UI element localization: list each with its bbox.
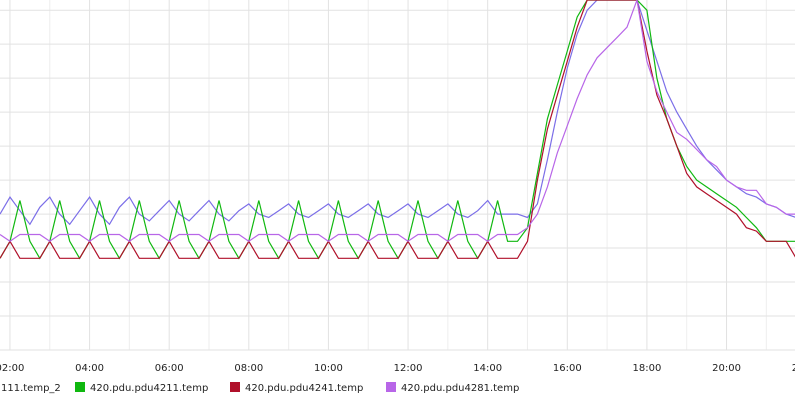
x-tick-label: 08:00 xyxy=(234,363,263,374)
x-tick-label: 10:00 xyxy=(314,363,343,374)
legend-label: 111.temp_2 xyxy=(1,383,61,394)
x-tick-label: 02:00 xyxy=(0,363,24,374)
axis-labels: 02:00 04:00 06:00 08:00 10:00 12:00 14:00 16:00… xyxy=(0,363,795,374)
grid xyxy=(0,0,795,351)
series-line xyxy=(0,0,795,259)
x-tick-label: 20:00 xyxy=(712,363,741,374)
legend-swatch xyxy=(386,382,396,392)
series-line xyxy=(0,0,795,243)
x-tick-label: 14:00 xyxy=(473,363,502,374)
legend-label: 420.pdu.pdu4241.temp xyxy=(245,383,363,394)
plot-area xyxy=(0,0,795,260)
x-tick-label: 22:00 xyxy=(792,363,795,374)
x-tick-label: 04:00 xyxy=(75,363,104,374)
x-tick-label: 06:00 xyxy=(155,363,184,374)
legend: 111.temp_2 420.pdu.pdu4211.temp 420.pdu.pd… xyxy=(1,382,519,394)
legend-swatch xyxy=(230,382,240,392)
legend-label: 420.pdu.pdu4211.temp xyxy=(90,383,208,394)
legend-label: 420.pdu.pdu4281.temp xyxy=(401,383,519,394)
series-line xyxy=(0,0,795,226)
x-tick-label: 16:00 xyxy=(553,363,582,374)
legend-swatch xyxy=(75,382,85,392)
x-tick-label: 18:00 xyxy=(632,363,661,374)
x-tick-label: 12:00 xyxy=(394,363,423,374)
